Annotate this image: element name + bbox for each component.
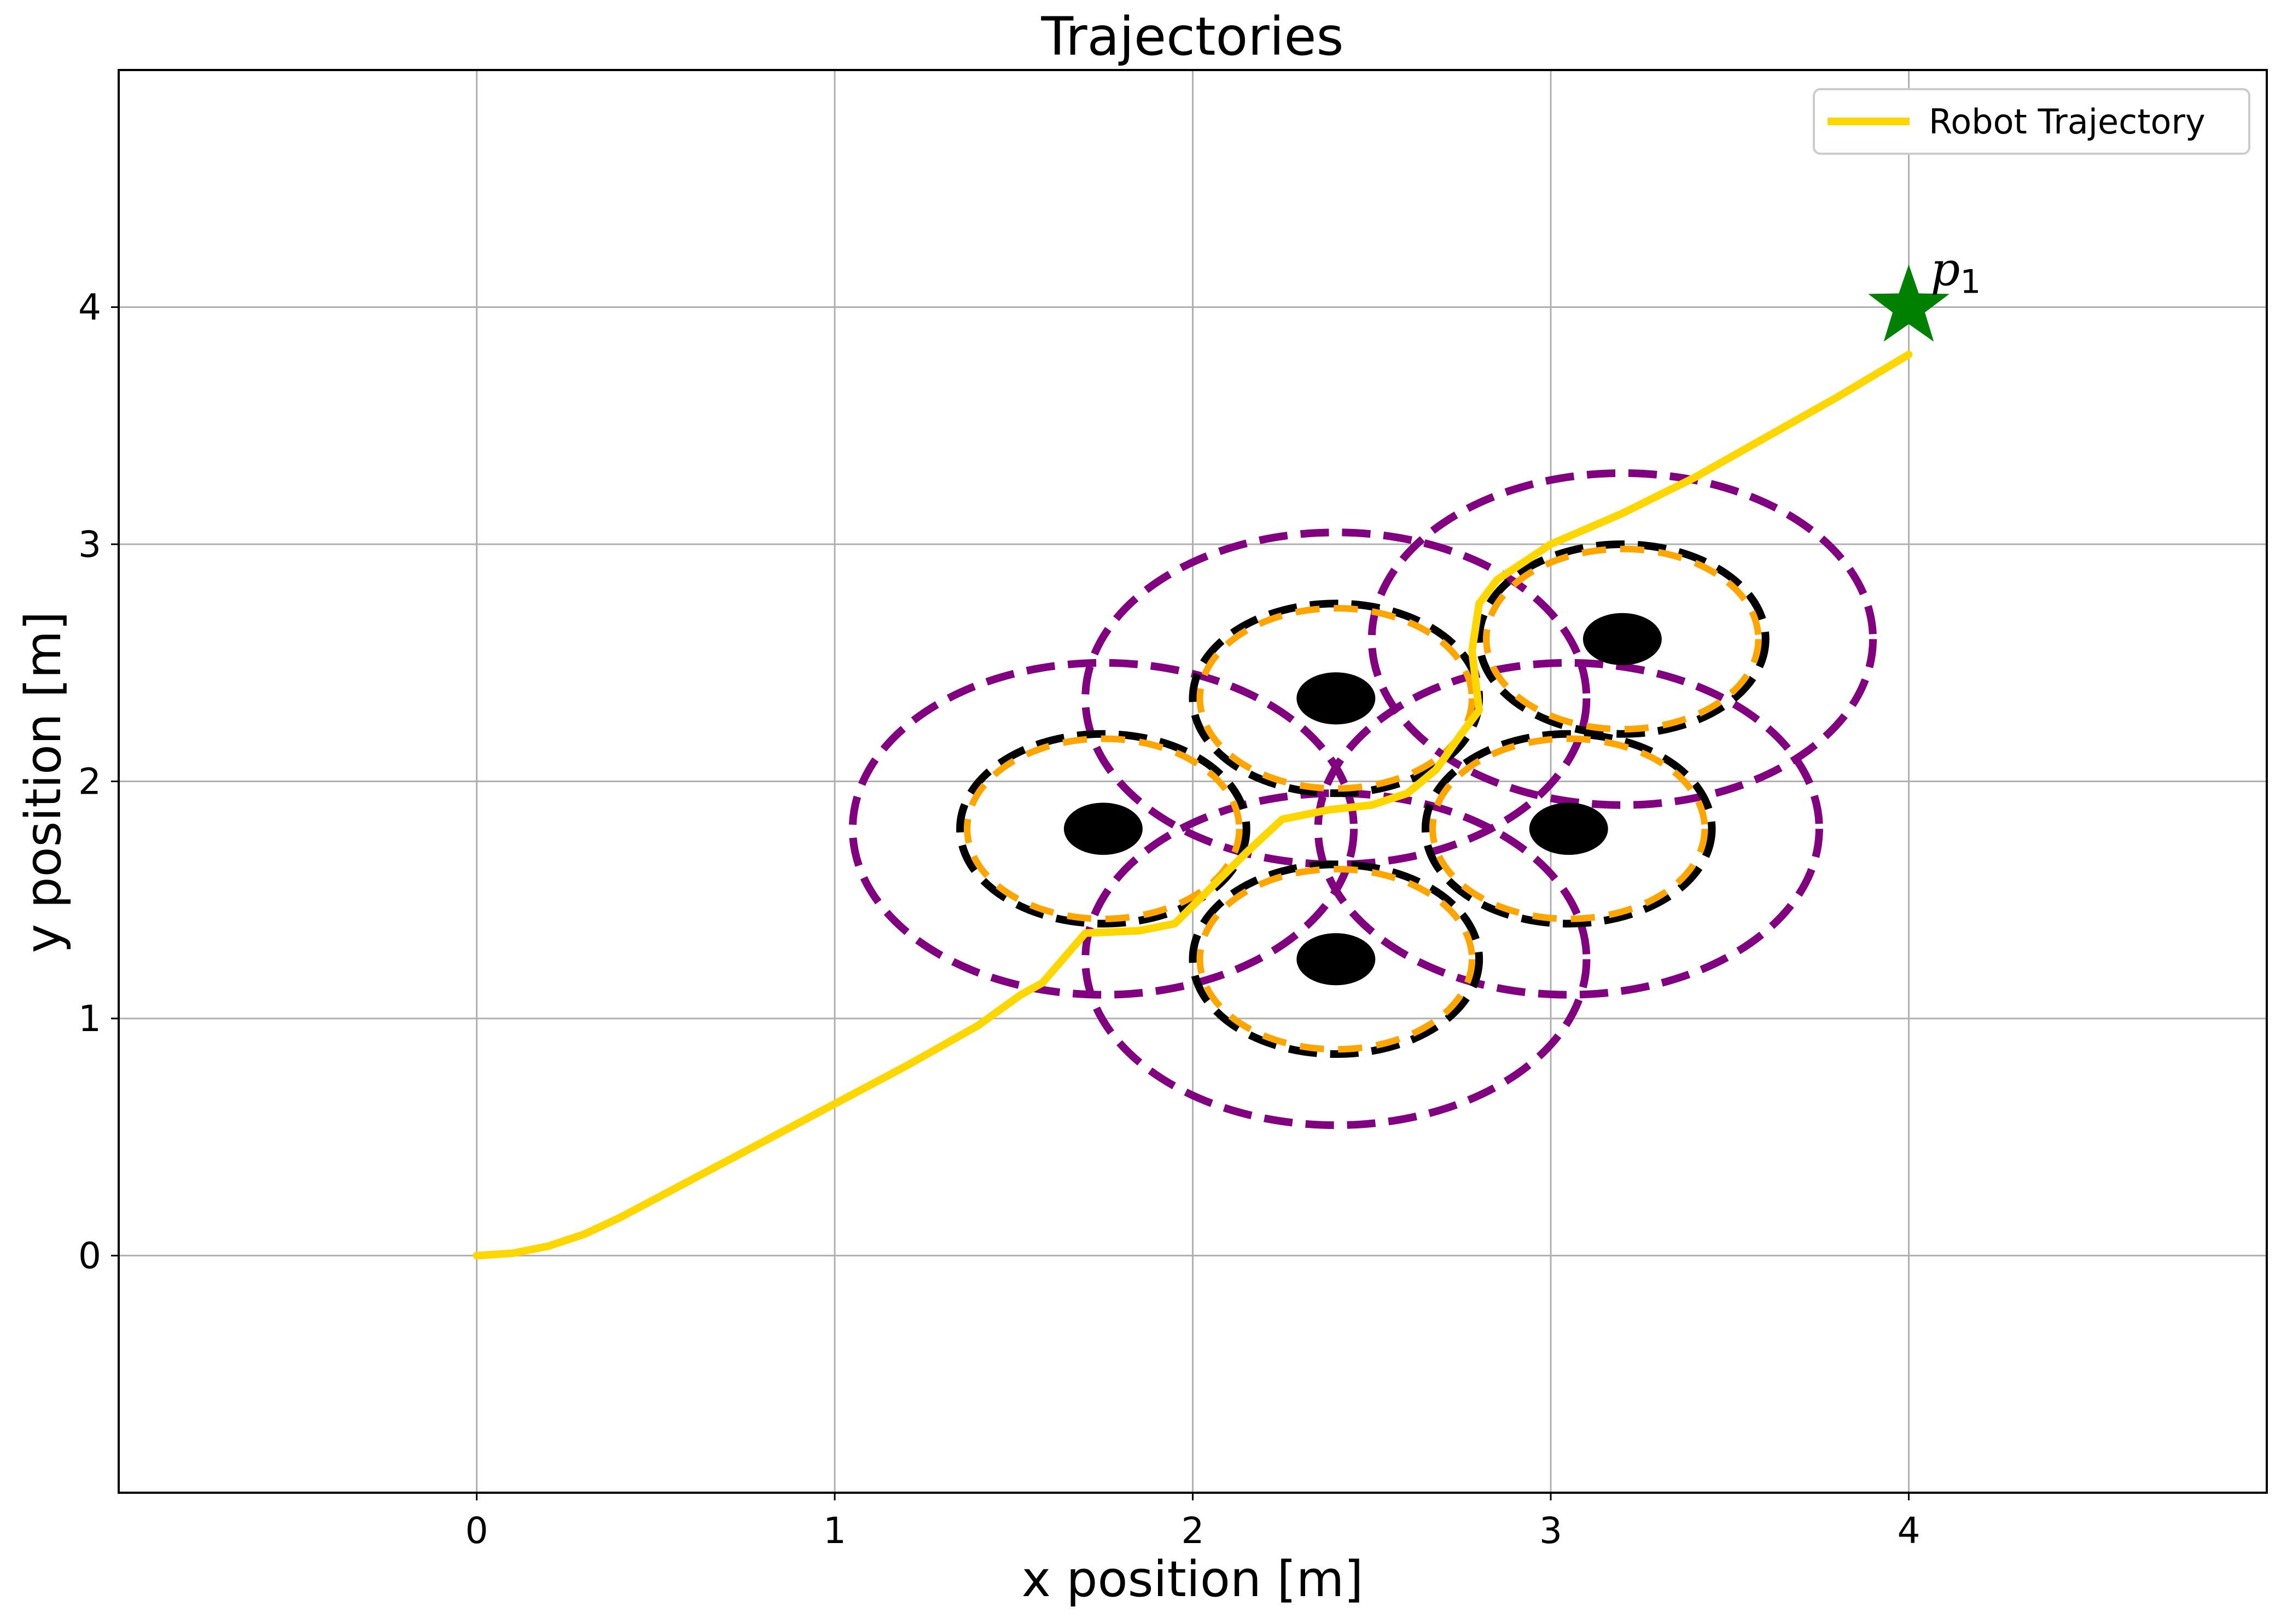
- y-tick-label: 1: [78, 998, 101, 1040]
- x-tick-label: 2: [1182, 1510, 1204, 1552]
- obstacle: [1296, 933, 1375, 985]
- chart-title: Trajectories: [1041, 6, 1344, 67]
- obstacle: [1296, 672, 1375, 724]
- x-tick-label: 1: [823, 1510, 846, 1552]
- legend: Robot Trajectory: [1814, 89, 2249, 154]
- y-axis-label: y position [m]: [15, 612, 72, 953]
- x-ticks: 0 1 2 3 4: [465, 1493, 1921, 1552]
- legend-entry: Robot Trajectory: [1929, 102, 2206, 142]
- y-tick-label: 4: [78, 287, 101, 329]
- obstacle: [1529, 803, 1608, 855]
- goal-annotation: p1: [1931, 243, 1981, 301]
- y-tick-label: 3: [78, 523, 101, 566]
- plot-area: [477, 265, 1950, 1256]
- y-tick-label: 2: [78, 761, 101, 803]
- x-tick-label: 4: [1898, 1510, 1921, 1552]
- x-tick-label: 3: [1539, 1510, 1562, 1552]
- y-ticks: 0 1 2 3 4: [78, 287, 119, 1277]
- x-axis-label: x position [m]: [1022, 1551, 1364, 1608]
- y-tick-label: 0: [78, 1235, 101, 1277]
- annotations: p1: [1931, 243, 1981, 301]
- obstacle: [1583, 613, 1662, 665]
- x-tick-label: 0: [465, 1510, 488, 1552]
- obstacle: [1064, 803, 1143, 855]
